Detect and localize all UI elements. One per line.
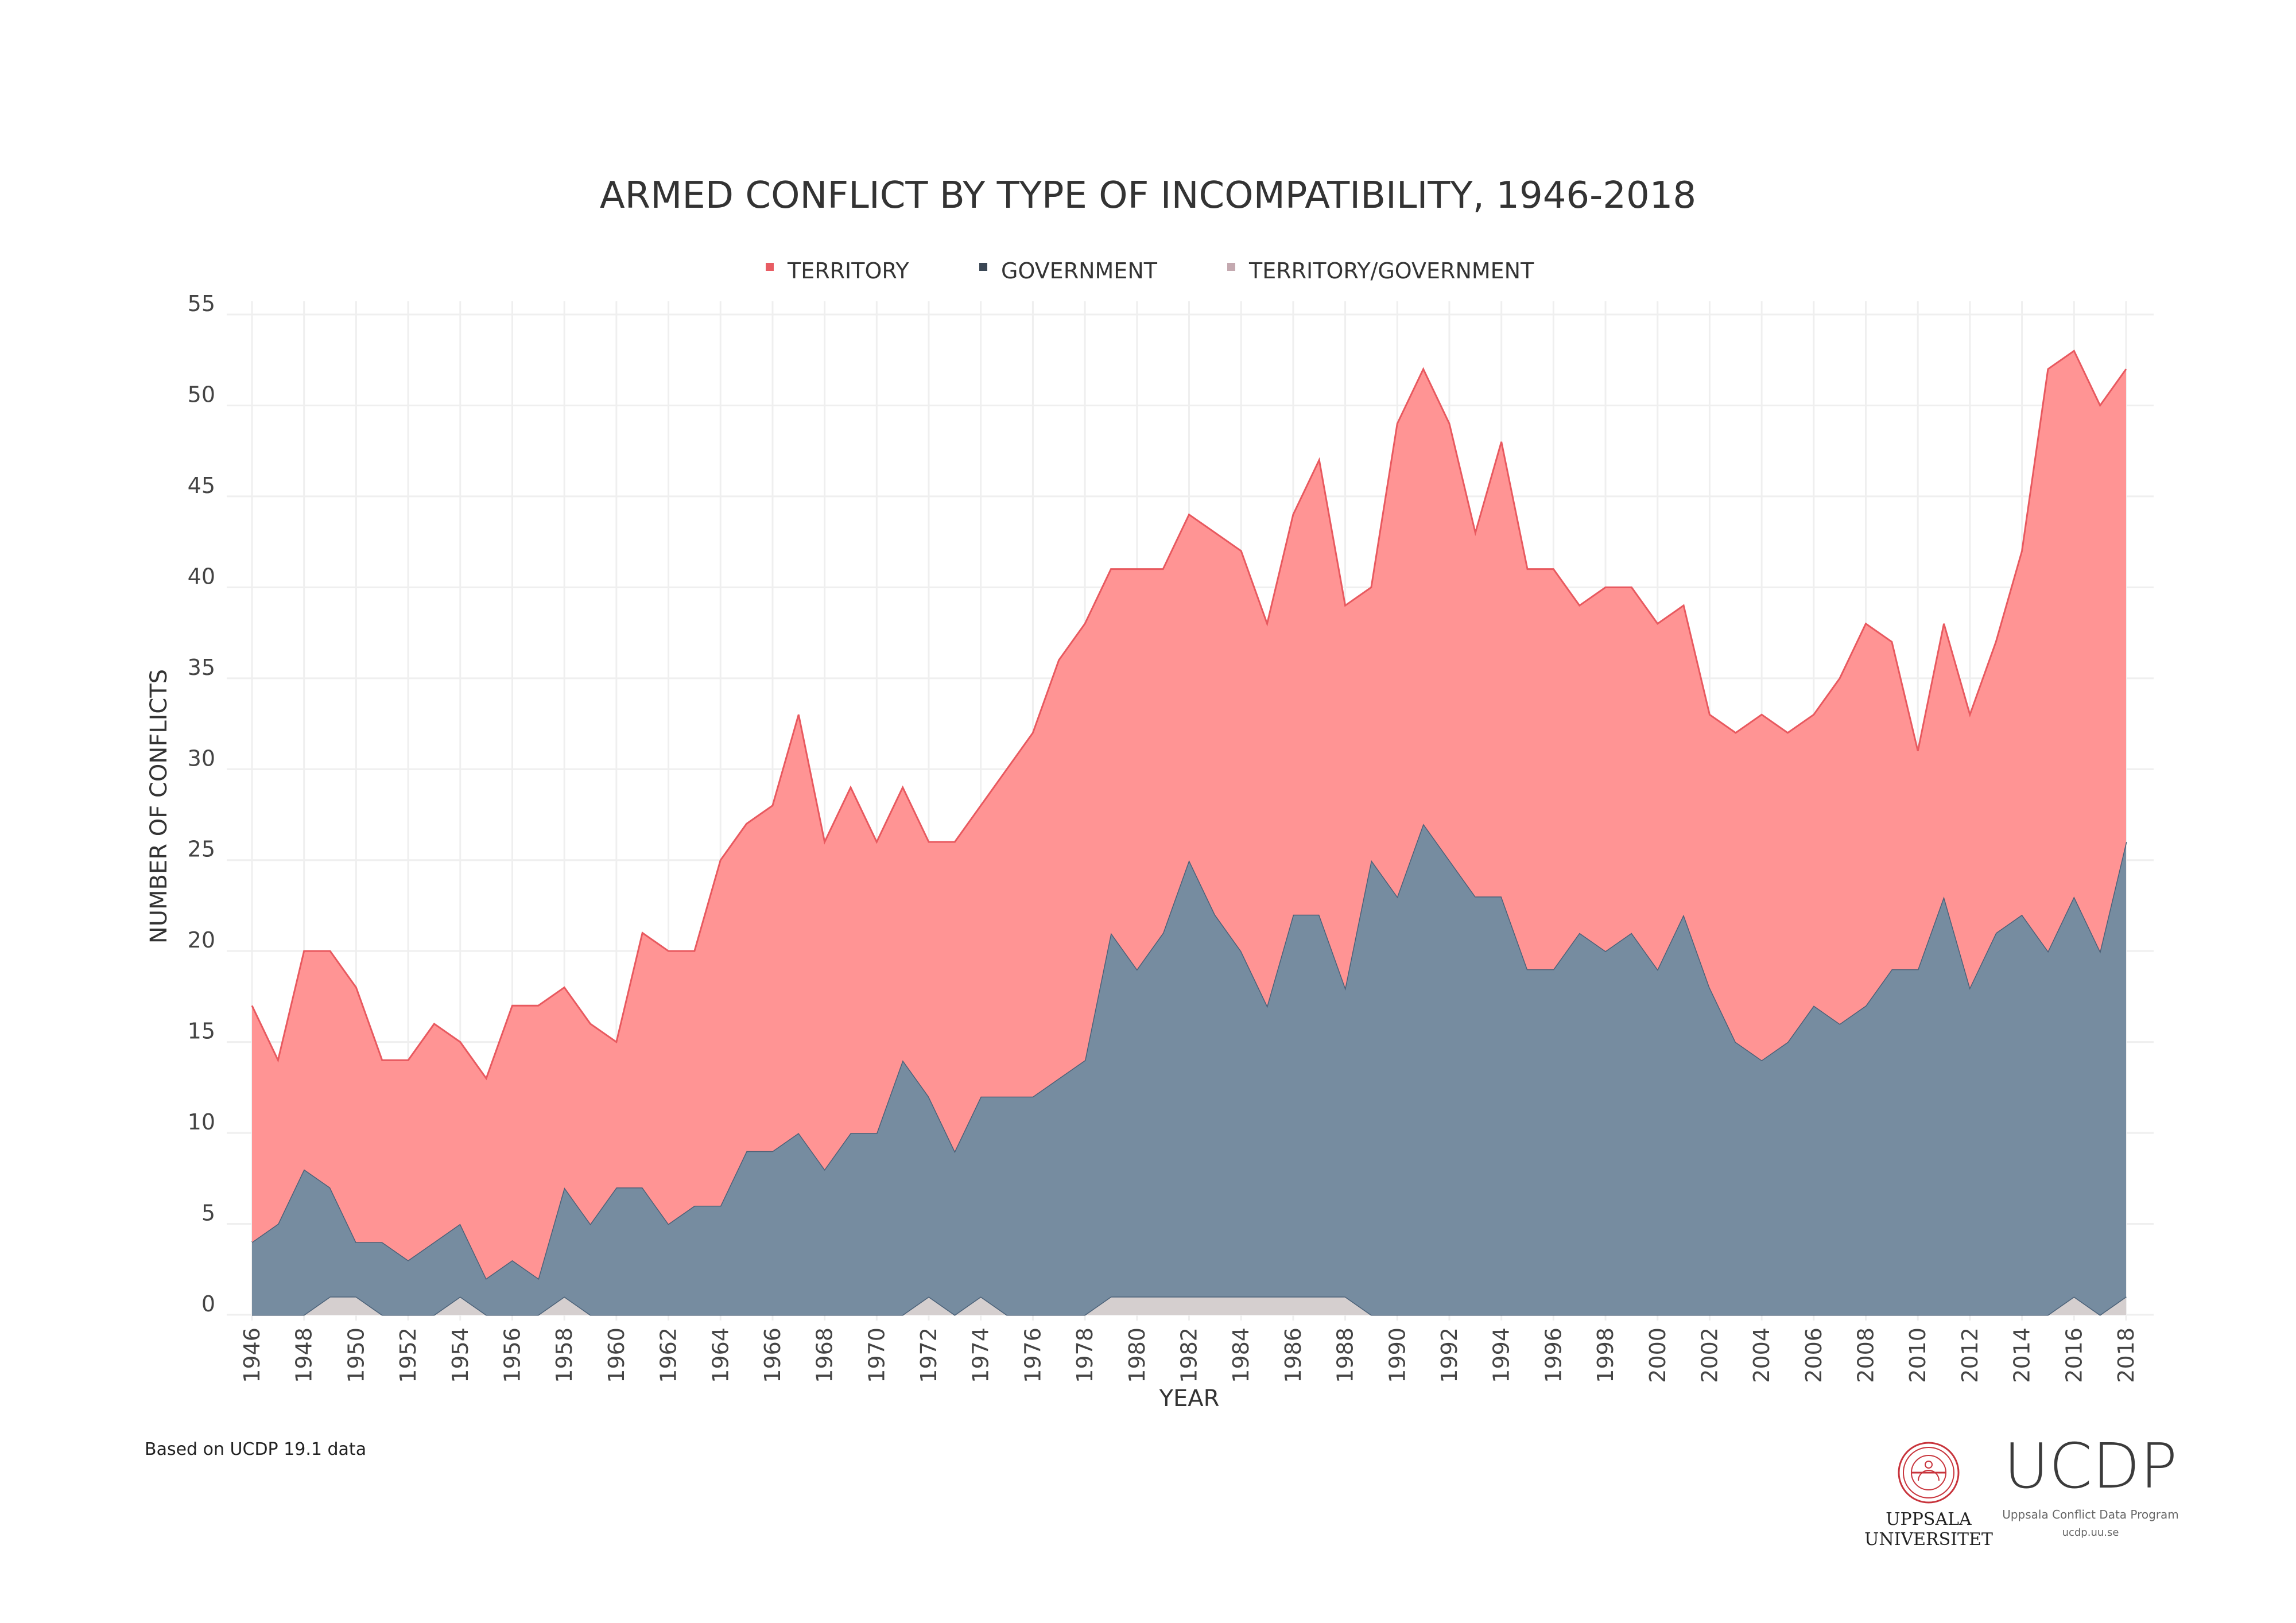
ucdp-program-name: Uppsala Conflict Data Program xyxy=(2002,1508,2179,1521)
x-tick-label: 1986 xyxy=(1281,1327,1306,1383)
x-tick-label: 1990 xyxy=(1384,1327,1410,1383)
x-tick-label: 1952 xyxy=(395,1327,421,1383)
x-tick-label: 2012 xyxy=(1957,1327,1983,1383)
y-tick-label: 55 xyxy=(188,291,215,316)
y-tick-label: 0 xyxy=(201,1291,215,1317)
x-tick-label: 1960 xyxy=(604,1327,629,1383)
x-tick-label: 1954 xyxy=(448,1327,473,1383)
legend-marker-territory xyxy=(766,263,774,271)
x-tick-label: 1974 xyxy=(968,1327,994,1383)
x-axis-label: YEAR xyxy=(1159,1385,1220,1412)
y-tick-label: 45 xyxy=(188,473,215,498)
footnote: Based on UCDP 19.1 data xyxy=(145,1439,366,1459)
university-name-line2: UNIVERSITET xyxy=(1864,1529,1993,1550)
ucdp-logo: UCDP Uppsala Conflict Data Program ucdp.… xyxy=(2002,1431,2179,1539)
x-tick-label: 1978 xyxy=(1072,1327,1097,1383)
x-tick-label: 1998 xyxy=(1593,1327,1618,1383)
x-tick-label: 1948 xyxy=(292,1327,317,1383)
x-tick-label: 2006 xyxy=(1801,1327,1826,1383)
x-tick-label: 1976 xyxy=(1020,1327,1045,1383)
x-tick-label: 1958 xyxy=(552,1327,577,1383)
ucdp-abbr: UCDP xyxy=(2004,1431,2178,1502)
x-tick-label: 1968 xyxy=(812,1327,837,1383)
x-tick-label: 1966 xyxy=(760,1327,785,1383)
legend-marker-government xyxy=(979,263,987,271)
x-tick-label: 1970 xyxy=(864,1327,889,1383)
x-tick-label: 1988 xyxy=(1333,1327,1358,1383)
area-layers xyxy=(251,350,2127,1316)
chart-title: ARMED CONFLICT BY TYPE OF INCOMPATIBILIT… xyxy=(600,174,1696,217)
y-axis-label: NUMBER OF CONFLICTS xyxy=(146,669,172,943)
x-tick-label: 1992 xyxy=(1437,1327,1462,1383)
area-government xyxy=(252,824,2126,1315)
legend-label-government: GOVERNMENT xyxy=(1001,258,1158,284)
x-tick-label: 2014 xyxy=(2010,1327,2035,1383)
x-tick-label: 1964 xyxy=(708,1327,733,1383)
area-territory xyxy=(252,351,2126,1279)
y-tick-labels: 0 5 10 15 20 25 30 35 40 45 50 55 xyxy=(188,291,215,1317)
y-tick-label: 35 xyxy=(188,655,215,680)
y-tick-label: 10 xyxy=(188,1109,215,1135)
x-tick-label: 2002 xyxy=(1697,1327,1722,1383)
y-tick-label: 15 xyxy=(188,1019,215,1044)
x-tick-label: 1980 xyxy=(1124,1327,1150,1383)
x-tick-label: 2018 xyxy=(2113,1327,2139,1383)
x-tick-label: 1950 xyxy=(343,1327,369,1383)
area-territory-line xyxy=(251,350,2127,1081)
x-tick-label: 2008 xyxy=(1853,1327,1879,1383)
ucdp-url: ucdp.uu.se xyxy=(2062,1527,2119,1539)
area-territory-government xyxy=(252,1296,2126,1315)
x-tick-labels: 1946 1948 1950 1952 1954 1956 1958 1960 1962 1964… xyxy=(239,1327,2139,1383)
university-name-line1: UPPSALA xyxy=(1886,1509,1972,1529)
y-tick-label: 5 xyxy=(201,1201,215,1226)
x-tick-label: 2010 xyxy=(1905,1327,1930,1383)
uppsala-seal-icon xyxy=(1898,1442,1960,1504)
x-tick-label: 2016 xyxy=(2061,1327,2086,1383)
legend-label-territory: TERRITORY xyxy=(787,258,909,284)
legend-marker-territory-government xyxy=(1227,263,1235,271)
y-tick-label: 25 xyxy=(188,837,215,862)
x-tick-label: 2000 xyxy=(1645,1327,1670,1383)
uppsala-university-logo: UPPSALA UNIVERSITET xyxy=(1864,1442,1993,1550)
y-tick-label: 20 xyxy=(188,927,215,953)
y-tick-label: 30 xyxy=(188,746,215,771)
x-tick-label: 1962 xyxy=(656,1327,681,1383)
y-tick-label: 40 xyxy=(188,564,215,589)
x-tick-label: 1956 xyxy=(499,1327,525,1383)
y-tick-label: 50 xyxy=(188,382,215,407)
legend: TERRITORY GOVERNMENT TERRITORY/GOVERNMEN… xyxy=(766,258,1534,284)
x-tick-label: 1996 xyxy=(1541,1327,1566,1383)
x-tick-label: 1972 xyxy=(916,1327,941,1383)
x-tick-label: 1984 xyxy=(1228,1327,1254,1383)
legend-label-territory-government: TERRITORY/GOVERNMENT xyxy=(1248,258,1534,284)
x-tick-label: 1982 xyxy=(1177,1327,1202,1383)
x-tick-label: 2004 xyxy=(1749,1327,1774,1383)
x-tick-label: 1994 xyxy=(1489,1327,1514,1383)
x-tick-label: 1946 xyxy=(239,1327,265,1383)
